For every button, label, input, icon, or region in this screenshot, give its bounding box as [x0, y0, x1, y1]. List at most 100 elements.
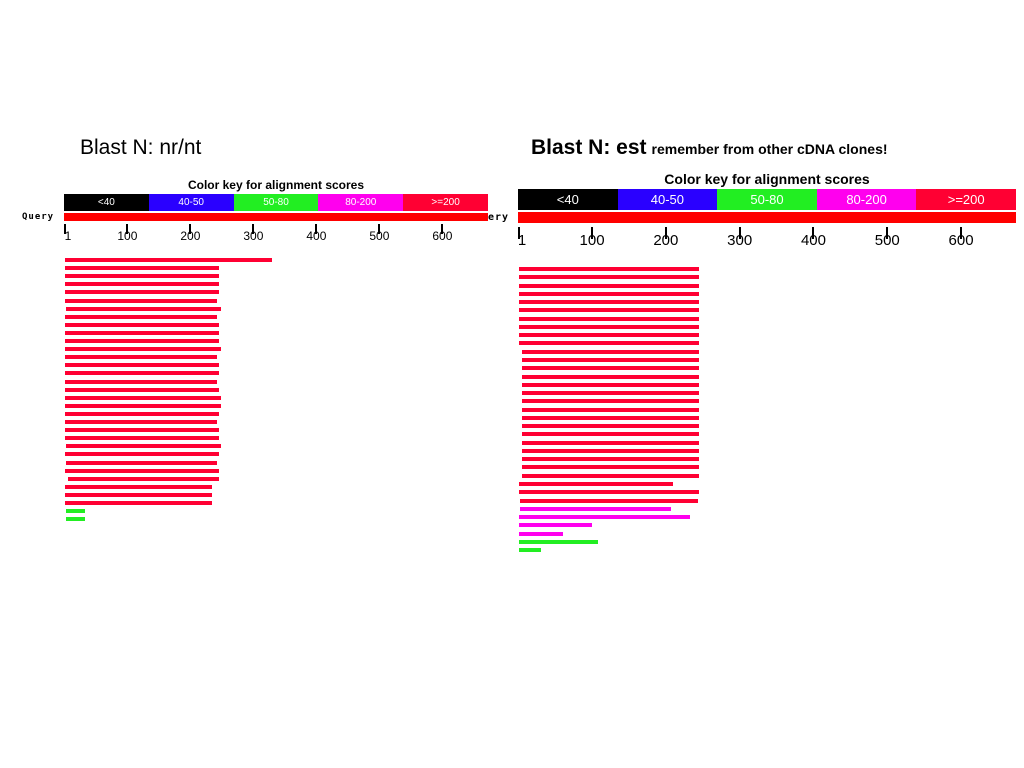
- color-key-segment: 40-50: [148, 194, 234, 211]
- alignment-hit: [521, 391, 700, 396]
- alignment-hit: [521, 399, 700, 404]
- axis-tick: [315, 224, 318, 234]
- color-key-segment: 50-80: [717, 189, 817, 210]
- alignment-hit: [65, 468, 219, 473]
- alignment-hit: [65, 282, 219, 287]
- blast-panel-nr-nt: Color key for alignment scores <40 40-50 50…: [22, 176, 492, 556]
- color-key-title: Color key for alignment scores: [664, 171, 870, 187]
- axis-tick-label: 500: [369, 229, 390, 243]
- axis-tick: [886, 227, 889, 239]
- right-title-main: Blast N: est: [531, 136, 647, 159]
- alignment-hit: [521, 424, 700, 429]
- alignment-hit: [519, 515, 691, 520]
- alignment-hit: [66, 306, 221, 311]
- alignment-hit: [521, 366, 700, 371]
- axis-tick-label: 1: [64, 229, 72, 243]
- axis-tick: [664, 227, 667, 239]
- alignment-hit: [519, 341, 700, 346]
- query-label: ery: [488, 212, 510, 223]
- alignment-hit: [519, 267, 700, 271]
- right-slide-title: Blast N: est remember from other cDNA clo…: [531, 136, 888, 160]
- color-key-segment: 80-200: [816, 189, 917, 210]
- alignment-hit: [66, 509, 85, 514]
- alignment-hit: [521, 357, 700, 362]
- axis-tick-label: 100: [579, 232, 605, 249]
- alignment-hit: [519, 283, 700, 288]
- alignment-hit: [65, 290, 219, 295]
- alignment-hit: [65, 428, 219, 433]
- alignment-hit: [65, 298, 218, 303]
- alignment-hit: [519, 539, 598, 544]
- color-key-segment: >=200: [916, 189, 1016, 210]
- color-key-bar: <40 40-50 50-80 80-200 >=200: [64, 194, 488, 211]
- axis-tick: [64, 224, 66, 234]
- alignment-hit: [65, 274, 219, 279]
- axis-tick-label: 300: [243, 229, 264, 243]
- right-title-subtitle: remember from other cDNA clones!: [651, 141, 888, 157]
- axis-tick-label: 200: [180, 229, 201, 243]
- color-key-title: Color key for alignment scores: [187, 178, 365, 192]
- axis-tick: [960, 227, 963, 239]
- axis-tick-label: 400: [800, 232, 826, 249]
- alignment-hit: [65, 347, 221, 352]
- color-key-segment: <40: [518, 189, 618, 210]
- axis-tick: [812, 227, 815, 239]
- axis-tick-label: 1: [517, 232, 527, 249]
- alignment-hit: [519, 308, 700, 313]
- alignment-hit: [521, 448, 700, 453]
- alignment-hit: [519, 531, 564, 536]
- alignment-hit: [65, 379, 218, 384]
- blast-panel-est: Color key for alignment scores <40 40-50 50…: [488, 170, 1020, 570]
- axis-tick: [126, 224, 129, 234]
- alignment-hit: [65, 501, 213, 505]
- axis-tick: [378, 224, 381, 234]
- alignment-hit: [65, 339, 219, 343]
- color-key-segment: <40: [64, 194, 149, 211]
- axis-tick: [189, 224, 192, 234]
- alignment-hit: [65, 266, 219, 271]
- alignment-hit: [521, 457, 700, 462]
- alignment-hit: [519, 482, 674, 487]
- axis-tick-label: 300: [727, 232, 753, 249]
- alignment-hit: [521, 349, 700, 354]
- alignment-hit: [519, 291, 700, 296]
- axis-tick-label: 100: [117, 229, 138, 243]
- alignment-hit: [521, 407, 700, 412]
- alignment-hit: [65, 387, 219, 392]
- color-key-segment: 40-50: [617, 189, 718, 210]
- alignment-hit: [521, 374, 700, 379]
- axis-tick: [518, 227, 520, 239]
- alignment-hit: [521, 415, 700, 420]
- alignment-hit: [520, 506, 672, 511]
- alignment-hit: [521, 473, 700, 478]
- color-key-segment: 80-200: [318, 194, 404, 211]
- alignment-hit: [521, 382, 700, 387]
- axis-tick-label: 600: [432, 229, 453, 243]
- color-key-segment: 50-80: [233, 194, 319, 211]
- alignment-hit: [66, 460, 218, 465]
- query-bar: [64, 213, 488, 221]
- alignment-hit: [519, 523, 593, 528]
- axis-tick: [738, 227, 741, 239]
- axis-tick: [441, 224, 444, 234]
- axis-tick-label: 600: [948, 232, 974, 249]
- axis-tick-label: 400: [306, 229, 327, 243]
- color-key-segment: >=200: [403, 194, 488, 211]
- alignment-hit: [65, 420, 218, 424]
- alignment-hit: [521, 465, 700, 470]
- axis-tick: [252, 224, 255, 234]
- alignment-hit: [65, 395, 221, 400]
- alignment-hit: [68, 476, 219, 481]
- alignment-hit: [521, 440, 700, 445]
- alignment-hit: [519, 490, 700, 495]
- alignment-hit: [65, 371, 219, 376]
- axis-tick-label: 200: [653, 232, 679, 249]
- alignment-hit: [65, 314, 218, 319]
- alignment-hit: [65, 363, 219, 368]
- alignment-hit: [65, 403, 221, 408]
- alignment-hit: [65, 330, 219, 335]
- alignment-hit: [65, 258, 273, 262]
- alignment-hit: [65, 436, 219, 441]
- alignment-hit: [65, 484, 213, 489]
- alignment-hit: [65, 411, 219, 416]
